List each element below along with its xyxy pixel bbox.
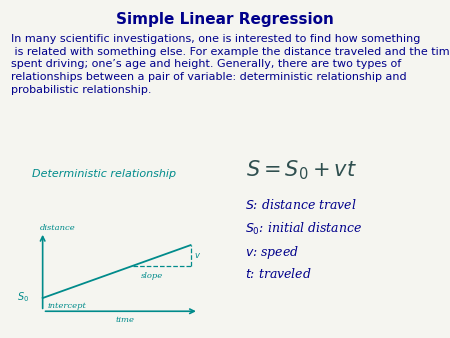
Text: $t$: traveled: $t$: traveled	[245, 267, 312, 281]
Text: Deterministic relationship: Deterministic relationship	[25, 169, 176, 179]
Text: distance: distance	[39, 224, 75, 232]
Text: $S_0$: $S_0$	[17, 290, 29, 304]
Text: intercept: intercept	[48, 302, 86, 310]
Text: $S_0$: initial distance: $S_0$: initial distance	[245, 221, 363, 237]
Text: slope: slope	[141, 272, 163, 280]
Text: $v$: $v$	[194, 251, 201, 260]
Text: $S$: distance travel: $S$: distance travel	[245, 198, 357, 212]
Text: In many scientific investigations, one is interested to find how something
 is r: In many scientific investigations, one i…	[11, 34, 450, 95]
Text: $S = S_0 + vt$: $S = S_0 + vt$	[246, 159, 357, 183]
Text: time: time	[115, 316, 135, 324]
Text: Simple Linear Regression: Simple Linear Regression	[116, 12, 334, 27]
Text: $v$: speed: $v$: speed	[245, 244, 300, 261]
